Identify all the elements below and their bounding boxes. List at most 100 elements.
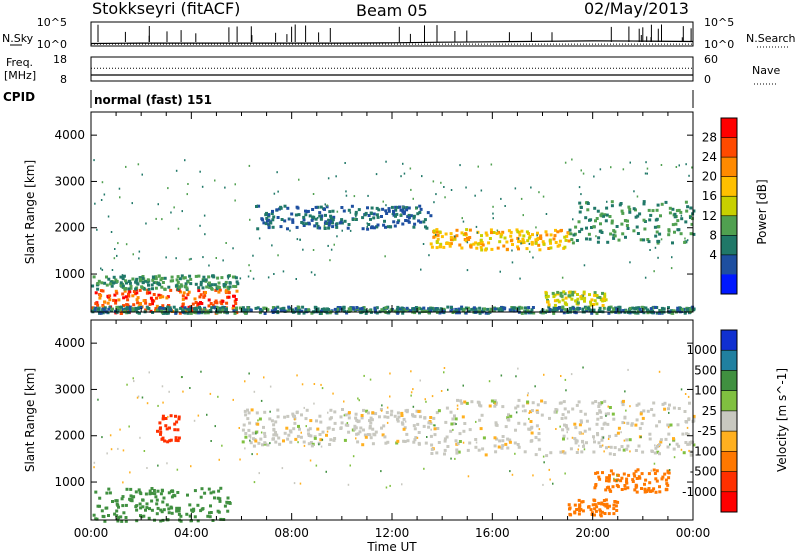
heatmap-cell [661,475,665,479]
heatmap-cell [538,447,542,451]
heatmap-cell [222,306,226,309]
freq-left-tick-top: 18 [53,53,67,66]
heatmap-cell [410,391,413,394]
heatmap-cell [206,413,208,416]
heatmap-cell [167,507,171,511]
heatmap-cell [97,307,100,311]
heatmap-cell [464,306,468,310]
heatmap-cell [274,307,278,311]
heatmap-cell [118,187,121,190]
heatmap-cell [278,207,281,211]
heatmap-cell [545,309,549,313]
heatmap-cell [557,306,561,309]
heatmap-cell [644,276,647,279]
heatmap-cell [597,501,601,505]
heatmap-cell [306,428,310,432]
heatmap-cell [155,498,159,502]
heatmap-cell [398,205,401,209]
heatmap-cell [525,247,529,251]
heatmap-cell [570,373,573,376]
heatmap-cell [442,245,446,249]
heatmap-cell [176,428,180,432]
heatmap-cell [96,303,100,307]
heatmap-cell [137,488,141,492]
heatmap-cell [336,210,339,213]
heatmap-cell [361,216,365,220]
heatmap-cell [347,483,350,486]
heatmap-cell [652,413,656,417]
heatmap-cell [193,515,197,519]
heatmap-cell [427,421,431,425]
heatmap-cell [606,506,610,510]
heatmap-cell [604,488,608,492]
heatmap-cell [258,472,260,475]
heatmap-cell [271,209,274,213]
heatmap-cell [460,246,464,250]
heatmap-cell [161,304,165,308]
heatmap-cell [252,437,255,441]
heatmap-cell [381,207,385,211]
heatmap-cell [612,512,616,516]
heatmap-cell [419,207,423,211]
heatmap-cell [202,307,206,311]
heatmap-cell [625,409,627,412]
noise-right-tick-bottom: 10^0 [704,38,734,51]
heatmap-cell [600,427,604,431]
heatmap-cell [231,275,235,279]
heatmap-cell [119,275,123,279]
heatmap-cell [520,242,522,245]
heatmap-cell [579,507,583,511]
heatmap-cell [428,254,430,257]
heatmap-cell [678,164,680,167]
heatmap-cell [625,481,629,485]
heatmap-cell [208,284,212,287]
heatmap-cell [323,309,327,313]
heatmap-cell [446,445,450,448]
heatmap-cell [267,218,271,222]
heatmap-cell [297,424,300,428]
heatmap-cell [362,408,365,412]
y-tick-label: 2000 [54,221,85,235]
heatmap-cell [165,296,169,300]
heatmap-cell [529,250,531,253]
heatmap-cell [563,423,566,427]
heatmap-cell [246,306,250,310]
heatmap-cell [564,424,568,427]
heatmap-cell [455,451,459,455]
heatmap-cell [161,295,165,299]
heatmap-cell [423,218,427,222]
heatmap-cell [239,277,242,280]
x-tick-label: 20:00 [575,526,610,540]
heatmap-cell [352,455,355,458]
heatmap-cell [374,430,378,434]
heatmap-cell [577,307,581,310]
heatmap-cell [599,444,603,448]
heatmap-cell [497,445,501,449]
heatmap-cell [613,500,617,503]
heatmap-cell [335,222,339,226]
heatmap-cell [670,267,673,270]
heatmap-cell [504,425,508,429]
heatmap-cell [527,311,531,315]
heatmap-cell [613,478,617,482]
heatmap-cell [655,424,659,428]
heatmap-cell [318,211,322,215]
heatmap-cell [106,452,108,455]
heatmap-cell [528,417,530,420]
heatmap-cell [265,217,269,220]
heatmap-cell [157,274,161,278]
heatmap-cell [442,307,446,311]
colorbar-tick-label: 28 [702,131,717,145]
heatmap-cell [366,411,370,415]
heatmap-cell [291,218,295,222]
heatmap-cell [142,286,146,290]
heatmap-cell [327,244,329,247]
heatmap-cell [449,429,453,433]
heatmap-cell [552,237,556,241]
heatmap-cell [269,385,272,388]
heatmap-cell [299,238,301,241]
heatmap-cell [617,311,621,315]
heatmap-cell [435,193,437,196]
heatmap-cell [316,216,319,219]
heatmap-cell [383,219,386,223]
